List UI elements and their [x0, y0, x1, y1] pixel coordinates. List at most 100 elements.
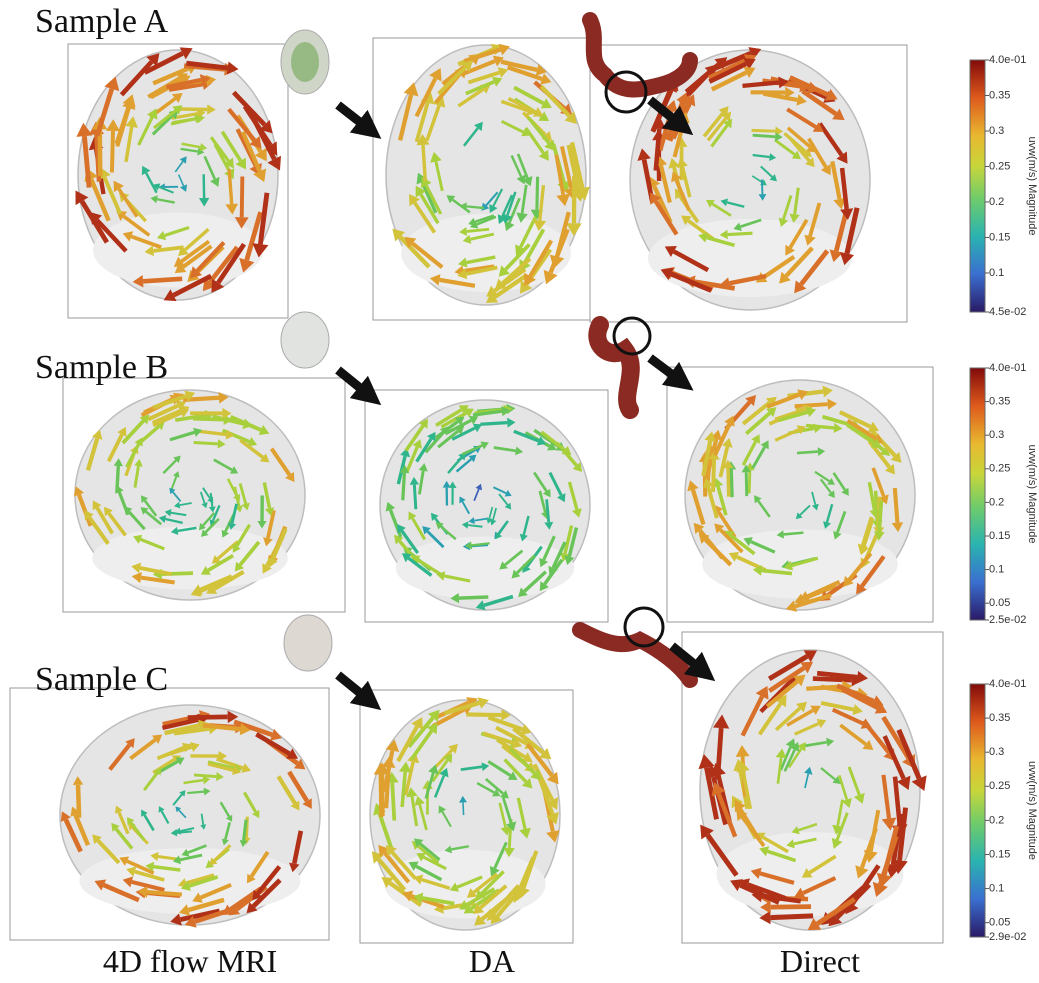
- flow-vector: [460, 765, 483, 771]
- flow-vector-head: [794, 280, 807, 294]
- flow-vector-head: [722, 459, 734, 469]
- flow-vector: [470, 232, 495, 241]
- flow-vector: [798, 822, 818, 832]
- flow-vector: [396, 725, 419, 763]
- flow-vector-head: [73, 486, 85, 497]
- flow-vector-head: [775, 748, 787, 759]
- flow-vector-head: [403, 82, 419, 97]
- flow-vector: [378, 774, 384, 818]
- flow-vector-head: [232, 543, 241, 553]
- flow-vector: [174, 160, 184, 173]
- flow-vector-head: [125, 738, 135, 749]
- flow-vector-head: [176, 73, 188, 84]
- flow-vector: [687, 219, 715, 241]
- flow-vector: [516, 153, 529, 179]
- flow-vector: [435, 408, 463, 427]
- vessel-render: [73, 389, 306, 601]
- flow-vector: [400, 529, 420, 555]
- flow-vector: [216, 242, 246, 285]
- flow-vector-head: [153, 767, 162, 776]
- flow-vector: [173, 726, 210, 736]
- flow-vector: [437, 429, 460, 449]
- flow-vector-head: [229, 466, 239, 474]
- flow-vector: [672, 249, 710, 273]
- flow-vector-head: [500, 826, 511, 836]
- flow-vector-head: [208, 506, 216, 513]
- flow-vector: [835, 812, 849, 841]
- flow-vector-head: [533, 107, 544, 117]
- flow-vector: [711, 459, 717, 493]
- flow-vector-head: [497, 214, 508, 225]
- flow-vector: [213, 844, 232, 862]
- flow-vector: [129, 738, 157, 761]
- flow-vector-head: [474, 121, 483, 132]
- flow-vector-head: [536, 436, 547, 446]
- flow-vector: [786, 107, 817, 129]
- flow-vector-head: [870, 438, 882, 449]
- flow-vector-head: [765, 396, 777, 408]
- flow-vector: [229, 415, 262, 432]
- flow-vector-head: [704, 431, 716, 443]
- flow-vector-head: [736, 809, 748, 822]
- flow-vector: [114, 104, 131, 145]
- colorbar-tick-label: 0.35: [989, 89, 1010, 101]
- flow-vector: [209, 136, 230, 162]
- flow-vector: [704, 767, 719, 820]
- flow-vector-head: [466, 888, 478, 898]
- flow-vector: [377, 812, 395, 852]
- flow-vector-head: [806, 142, 818, 153]
- flow-vector: [414, 77, 438, 118]
- flow-vector-head: [546, 771, 559, 785]
- flow-vector-head: [267, 155, 282, 171]
- flow-vector-head: [449, 882, 460, 892]
- flow-vector: [839, 167, 849, 210]
- row-label: Sample B: [35, 349, 168, 386]
- flow-vector: [270, 528, 288, 560]
- flow-vector: [543, 558, 564, 586]
- flow-vector-head: [259, 453, 270, 463]
- vessel-render: [684, 379, 916, 612]
- flow-vector-head: [413, 838, 424, 848]
- flow-vector: [744, 472, 749, 497]
- flow-vector: [125, 443, 141, 468]
- flow-vector-head: [429, 67, 442, 82]
- flow-vector: [567, 481, 579, 510]
- flow-vector: [787, 748, 803, 769]
- flow-vector-head: [515, 244, 527, 257]
- thumbnail: [291, 42, 319, 82]
- flow-vector: [160, 810, 170, 825]
- flow-vector: [107, 512, 127, 537]
- flow-vector-head: [891, 522, 904, 533]
- flow-vector-head: [833, 197, 846, 210]
- flow-vector-head: [786, 839, 795, 849]
- flow-vector-head: [418, 418, 428, 429]
- flow-vector-head: [416, 852, 426, 862]
- flow-vector-head: [262, 563, 272, 574]
- flow-vector: [791, 556, 819, 568]
- flow-vector: [177, 526, 197, 533]
- flow-vector-head: [825, 88, 838, 101]
- flow-vector-head: [679, 94, 692, 108]
- flow-vector-head: [221, 838, 229, 846]
- flow-vector: [162, 459, 177, 474]
- flow-vector-head: [234, 217, 249, 229]
- flow-vector: [178, 809, 187, 819]
- flow-vector: [786, 708, 814, 727]
- flow-vector-head: [538, 149, 549, 161]
- flow-vector-head: [439, 767, 449, 778]
- flow-vector-head: [542, 488, 551, 498]
- flow-vector: [131, 879, 165, 892]
- flow-vector: [567, 527, 579, 557]
- flow-vector: [770, 904, 812, 910]
- flow-vector: [109, 130, 115, 173]
- flow-vector: [142, 276, 183, 284]
- flow-vector: [238, 540, 261, 567]
- flow-vector: [425, 105, 441, 141]
- flow-vector-head: [807, 81, 820, 94]
- flow-vector-head: [504, 502, 512, 510]
- flow-vector: [881, 774, 892, 819]
- flow-vector-head: [637, 148, 651, 161]
- flow-vector: [808, 202, 822, 237]
- flow-vector: [832, 472, 846, 491]
- flow-vector-head: [733, 222, 742, 231]
